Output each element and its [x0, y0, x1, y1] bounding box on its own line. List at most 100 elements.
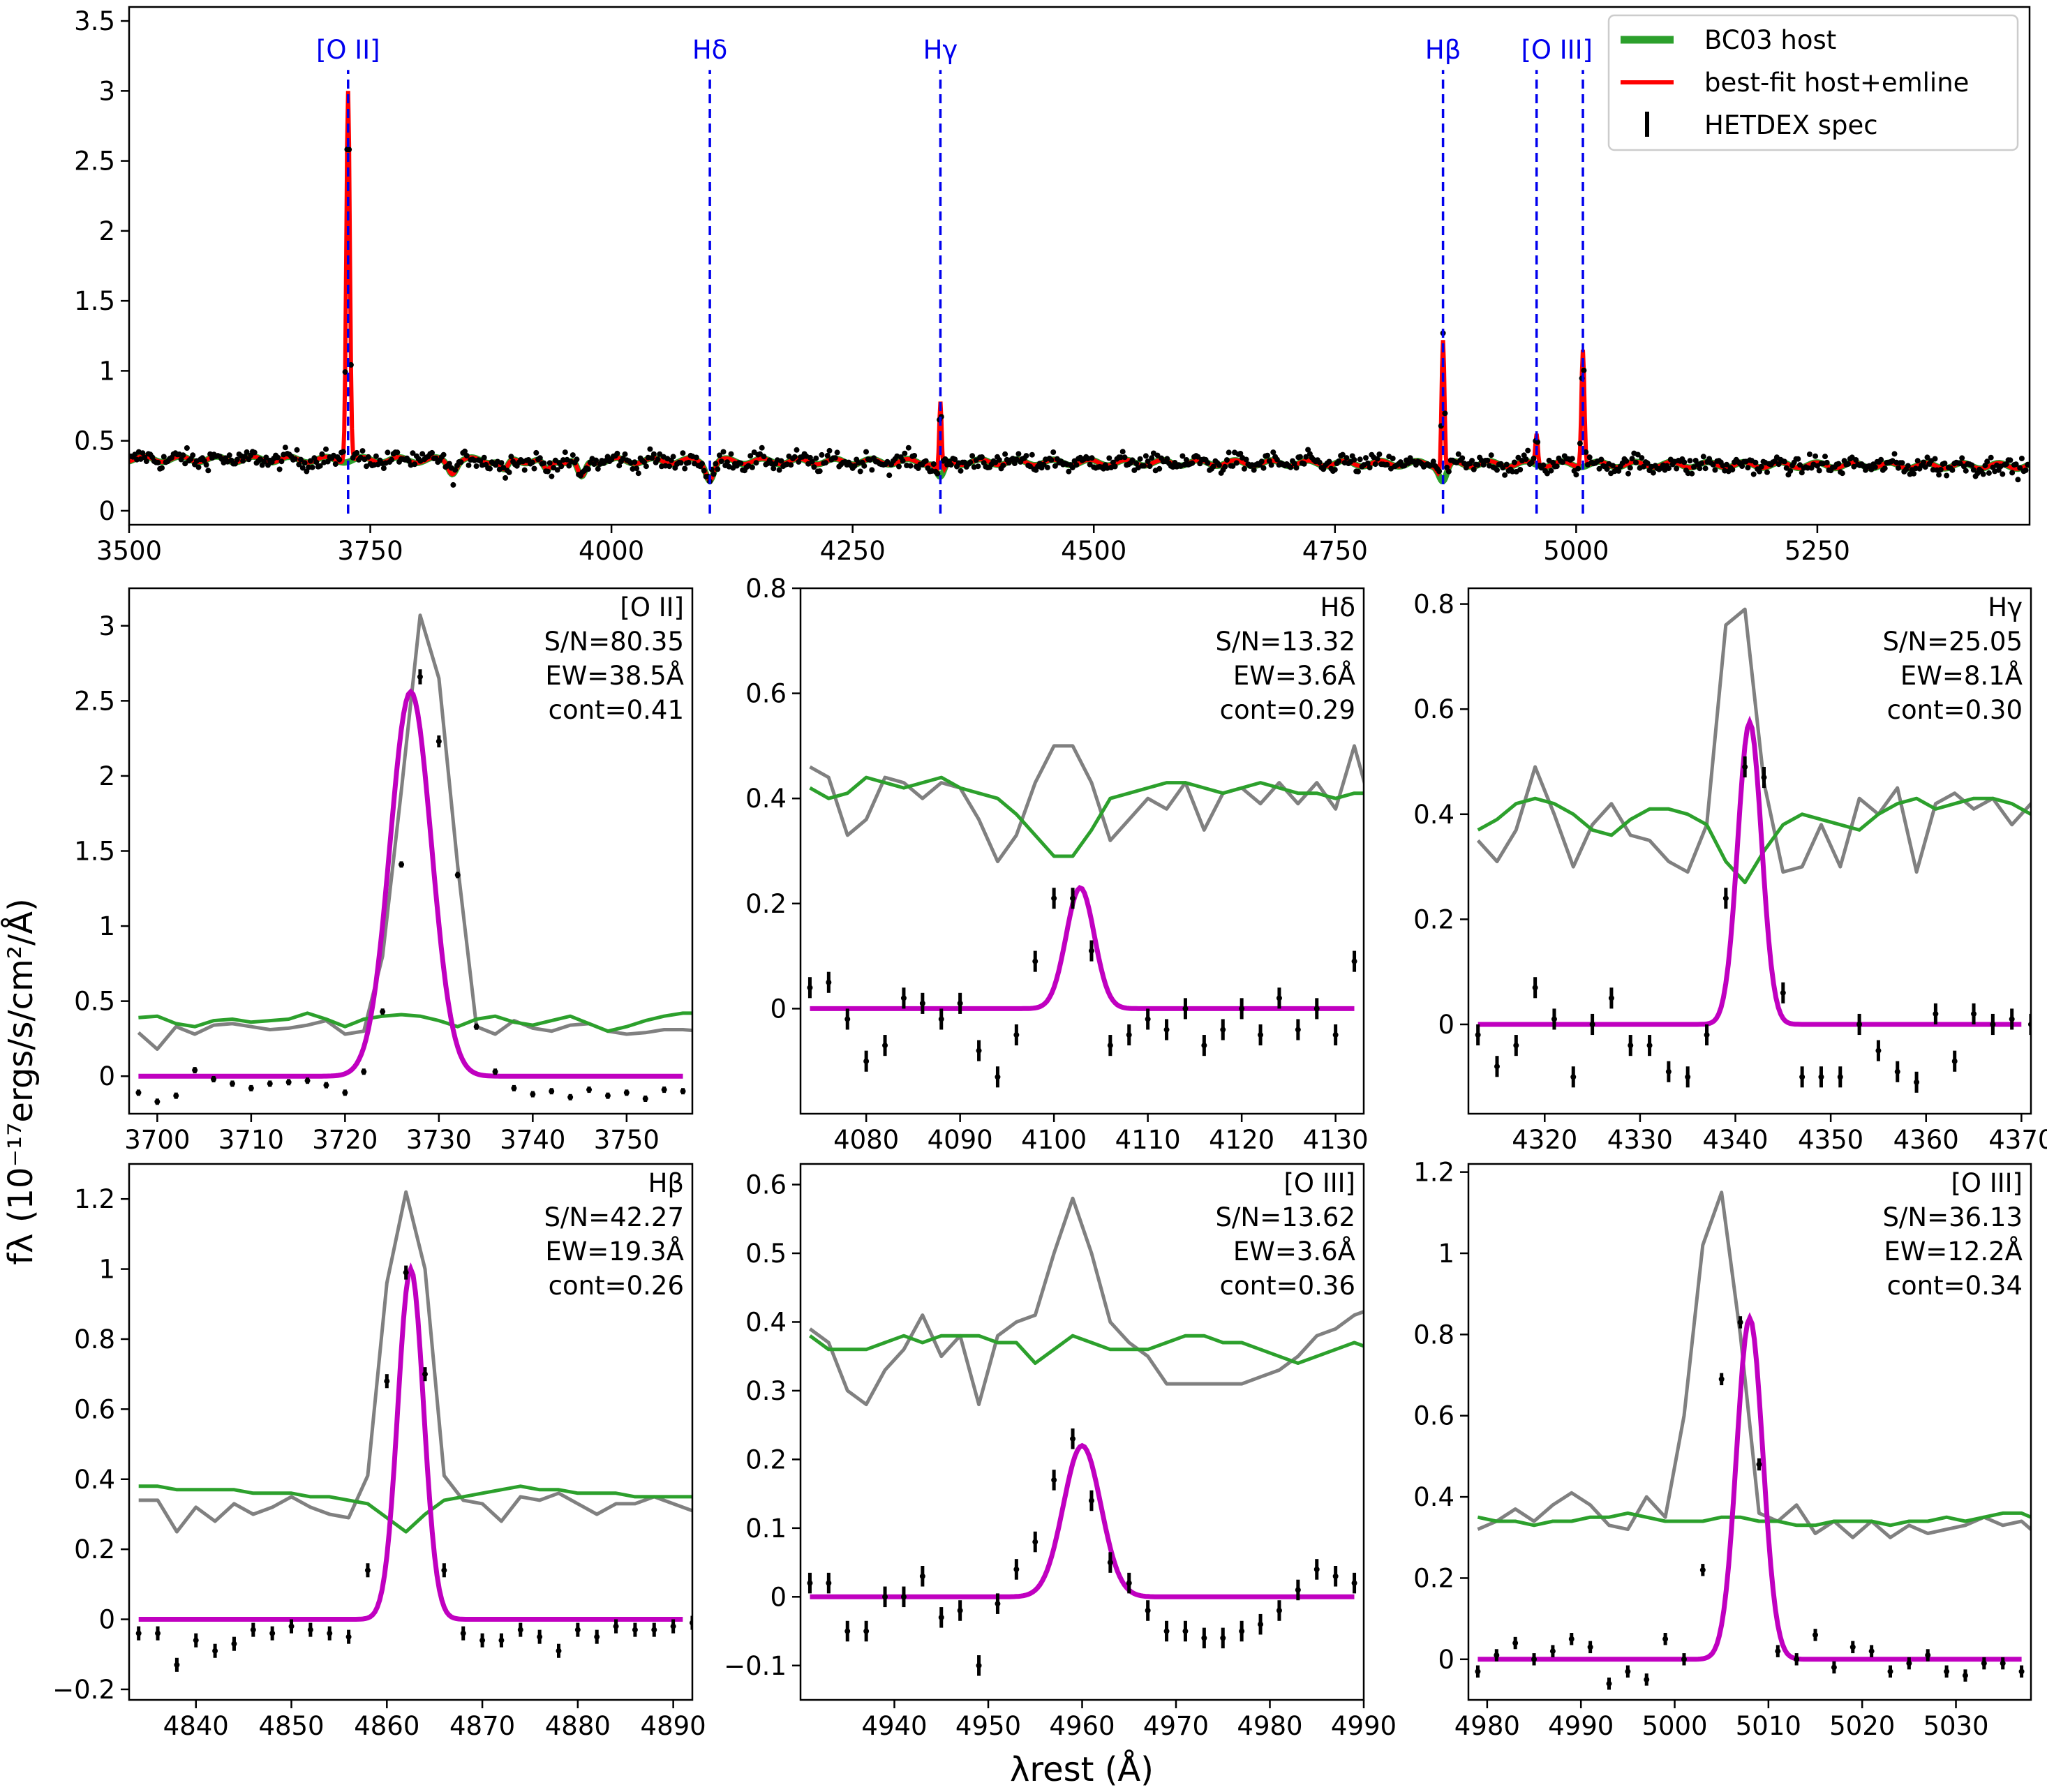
- x-tick-label: 4980: [1454, 1711, 1520, 1741]
- data-point: [634, 465, 640, 472]
- data-point: [354, 449, 360, 456]
- data-point: [1589, 1021, 1595, 1027]
- data-point: [1689, 470, 1695, 477]
- data-point: [1027, 463, 1033, 470]
- data-point: [1868, 1648, 1875, 1655]
- x-tick-label: 3750: [594, 1125, 660, 1155]
- data-point: [807, 985, 813, 991]
- data-point: [1145, 458, 1151, 465]
- data-point: [506, 469, 512, 475]
- y-tick-label: 1.2: [74, 1184, 115, 1214]
- data-point: [919, 1000, 925, 1006]
- data-point: [670, 1623, 676, 1629]
- x-tick-label: 4250: [820, 536, 886, 566]
- data-point: [1687, 458, 1693, 464]
- total-spectrum-line: [809, 1196, 1364, 1407]
- data-point: [1390, 456, 1396, 461]
- panel-annotation: Hγ: [1988, 592, 2023, 622]
- data-point: [492, 1068, 498, 1075]
- y-tick-label: 0.6: [745, 1170, 787, 1200]
- data-point: [902, 450, 908, 456]
- data-point: [728, 451, 734, 457]
- data-point: [193, 1637, 199, 1643]
- data-point: [1374, 456, 1380, 462]
- data-point: [161, 454, 167, 460]
- data-point: [269, 1630, 276, 1636]
- panel-oiii5007: 4980 4990 5000 5010 5020 5030 0 0.2 0.4 0.6 0.8 1 1.…: [1413, 1158, 2032, 1741]
- data-point: [473, 1024, 479, 1030]
- data-point: [574, 1627, 581, 1633]
- data-point: [900, 458, 906, 464]
- data-point: [1268, 462, 1274, 468]
- x-tick-label: 3750: [337, 536, 403, 566]
- data-point: [1367, 465, 1373, 471]
- data-point: [1963, 468, 1969, 474]
- data-point: [1957, 461, 1963, 467]
- data-point: [882, 1043, 888, 1049]
- data-point: [1681, 1656, 1687, 1662]
- data-point: [307, 1627, 313, 1633]
- data-point: [1436, 468, 1443, 475]
- data-point: [809, 458, 815, 465]
- data-point: [952, 456, 958, 463]
- data-point: [1251, 467, 1257, 473]
- data-point: [1980, 471, 1986, 477]
- data-point: [436, 738, 442, 745]
- data-point: [1729, 467, 1736, 473]
- data-point: [1226, 449, 1232, 456]
- data-point: [1894, 1068, 1900, 1075]
- data-point: [1799, 470, 1805, 476]
- data-point: [1051, 895, 1057, 902]
- data-point: [1932, 456, 1938, 462]
- data-point: [1988, 454, 1994, 461]
- data-point: [1646, 1043, 1653, 1049]
- data-point: [1853, 457, 1859, 463]
- data-point: [1230, 463, 1236, 469]
- data-point: [1549, 1648, 1556, 1655]
- data-point: [1936, 472, 1942, 478]
- data-point: [1210, 463, 1216, 470]
- data-point: [180, 452, 186, 458]
- data-point: [710, 471, 717, 477]
- data-point: [1372, 461, 1378, 468]
- x-tick-label: 4130: [1303, 1125, 1369, 1155]
- data-point: [715, 466, 721, 472]
- data-point: [613, 1623, 619, 1629]
- data-point: [1757, 468, 1762, 475]
- data-point: [325, 458, 331, 465]
- data-point: [359, 448, 366, 454]
- y-tick-label: 0.1: [745, 1514, 787, 1544]
- data-point: [1797, 462, 1803, 468]
- data-point: [466, 462, 472, 468]
- x-tick-label: 3730: [406, 1125, 472, 1155]
- y-tick-label: 1.5: [74, 286, 115, 316]
- panel-annotation: S/N=36.13: [1882, 1202, 2023, 1232]
- data-point: [1887, 1668, 1893, 1675]
- data-point: [1195, 454, 1201, 460]
- data-point: [1494, 1652, 1500, 1658]
- data-point: [992, 459, 999, 465]
- data-point: [574, 456, 580, 463]
- data-point: [1503, 461, 1510, 468]
- data-point: [1818, 1074, 1824, 1080]
- panel-annotation: EW=38.5Å: [545, 660, 684, 691]
- data-point: [440, 451, 447, 458]
- data-point: [342, 369, 348, 375]
- data-point: [1339, 451, 1346, 458]
- data-point: [851, 463, 858, 469]
- data-point: [657, 451, 663, 457]
- x-tick-label: 4500: [1061, 536, 1126, 566]
- data-point: [948, 462, 954, 468]
- data-point: [1332, 1032, 1339, 1038]
- data-point: [718, 458, 724, 465]
- panel-plot: [807, 1196, 1364, 1676]
- data-point: [1241, 465, 1247, 472]
- y-tick-label: 0.2: [74, 1535, 115, 1565]
- data-point: [274, 454, 281, 461]
- x-tick-label: 3740: [500, 1125, 565, 1155]
- host-model-line: [809, 775, 1364, 858]
- data-point: [1163, 1628, 1170, 1634]
- data-point: [533, 449, 539, 456]
- data-point: [1625, 470, 1631, 477]
- data-point: [1891, 451, 1898, 457]
